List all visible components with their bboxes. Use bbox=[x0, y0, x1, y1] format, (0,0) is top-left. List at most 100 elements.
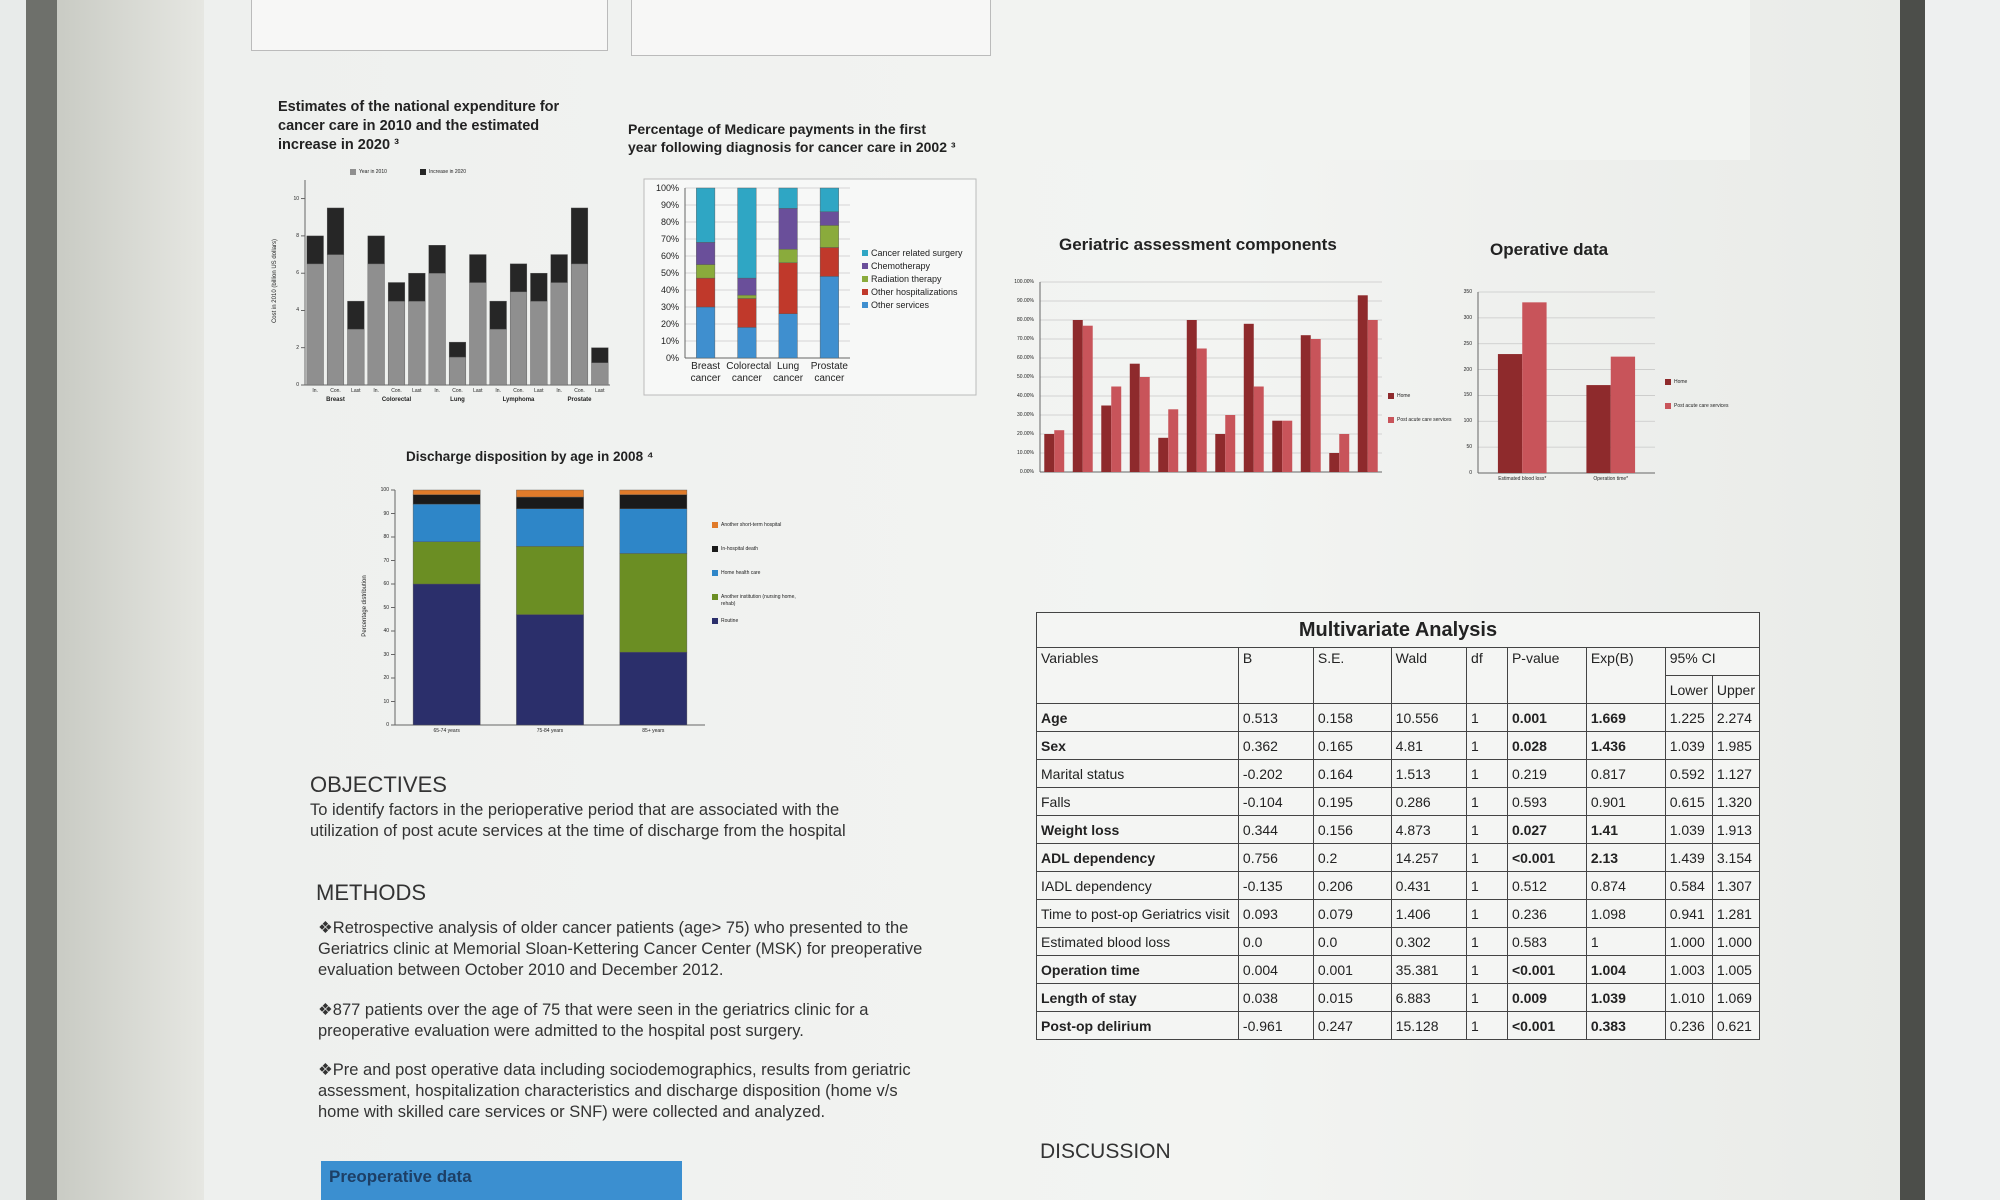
bar-segment bbox=[326, 207, 345, 255]
cropped-chart bbox=[631, 0, 991, 56]
bar bbox=[1243, 323, 1254, 472]
y-tick-label: 30% bbox=[660, 302, 679, 312]
bar-segment bbox=[619, 651, 688, 726]
y-tick-label: 10 bbox=[383, 698, 389, 705]
bar bbox=[1186, 320, 1197, 472]
x-tick-label: Last bbox=[412, 388, 422, 394]
y-axis-label: Cost in 2010 (billion US dollars) bbox=[272, 238, 278, 323]
table-cell: 1.003 bbox=[1664, 955, 1713, 984]
table-cell: 0.156 bbox=[1312, 815, 1392, 844]
group-label: Lung bbox=[450, 397, 465, 403]
chart-title: Discharge disposition by age in 2008 ⁴ bbox=[406, 449, 654, 464]
legend-swatch bbox=[1665, 403, 1671, 409]
x-tick-label: Con. bbox=[452, 388, 463, 394]
group-label: Prostate bbox=[567, 397, 592, 403]
table-cell: 1.307 bbox=[1711, 871, 1761, 900]
x-tick-label: Last bbox=[534, 388, 544, 394]
bar-segment bbox=[428, 245, 446, 274]
table-cell: 1.281 bbox=[1711, 899, 1761, 928]
table-cell: Multivariate Analysis bbox=[1036, 612, 1760, 648]
x-tick-label: Con. bbox=[391, 388, 402, 394]
table-cell: 1 bbox=[1466, 871, 1508, 900]
table: Multivariate Analysis Variables B S.E. Wald d… bbox=[1036, 612, 1761, 1040]
x-tick-label: 75-84 years bbox=[536, 728, 564, 734]
table-cell: 1 bbox=[1466, 927, 1508, 956]
bar bbox=[1215, 434, 1226, 472]
bar-segment bbox=[347, 328, 365, 386]
table-cell: 0.165 bbox=[1312, 731, 1392, 760]
bar bbox=[1497, 354, 1523, 473]
table-row: ADL dependency 0.756 0.2 14.257 1 <0.001 2.13 1… bbox=[1036, 843, 1761, 872]
table-cell: 1 bbox=[1466, 899, 1508, 928]
table-row: Variables B S.E. Wald df P-value Exp(B) 95% CI bbox=[1036, 647, 1761, 704]
cropped-chart bbox=[1030, 0, 1750, 160]
bar bbox=[1129, 363, 1140, 472]
table-cell: 0.236 bbox=[1664, 1011, 1713, 1040]
table-cell: 0.079 bbox=[1312, 899, 1392, 928]
y-tick-label: 350 bbox=[1463, 289, 1472, 295]
legend-label: Cancer related surgery bbox=[871, 247, 963, 258]
table-cell: 1.320 bbox=[1711, 787, 1761, 816]
bar-segment bbox=[619, 553, 688, 653]
bar-segment bbox=[387, 300, 406, 386]
y-tick-label: 20.00% bbox=[1017, 431, 1034, 437]
bar-segment bbox=[489, 328, 507, 386]
bar-segment bbox=[819, 211, 839, 226]
table-cell: 0.001 bbox=[1506, 703, 1587, 732]
legend-label: Increase in 2020 bbox=[429, 168, 466, 175]
table-cell: 10.556 bbox=[1390, 703, 1468, 732]
table-cell: 4.81 bbox=[1390, 731, 1468, 760]
bullet: ❖Retrospective analysis of older cancer … bbox=[318, 919, 923, 979]
table-cell: df bbox=[1466, 647, 1508, 704]
table-cell: 15.128 bbox=[1390, 1011, 1468, 1040]
table-cell: Time to post-op Geriatrics visit bbox=[1036, 899, 1239, 928]
neighbor-poster bbox=[0, 0, 26, 1200]
x-tick-label: Operation time* bbox=[1593, 476, 1629, 482]
chart-title: Estimates of the national expenditure fo… bbox=[278, 99, 560, 153]
table-cell: Post-op delirium bbox=[1036, 1011, 1239, 1040]
heading: METHODS bbox=[316, 880, 426, 905]
table-cell: 0.009 bbox=[1506, 983, 1587, 1012]
bar bbox=[1054, 430, 1065, 472]
bar-segment bbox=[516, 489, 584, 498]
legend-swatch bbox=[862, 250, 868, 256]
table-row: Time to post-op Geriatrics visit 0.093 0.0… bbox=[1036, 899, 1761, 928]
table-cell: 1.098 bbox=[1585, 899, 1666, 928]
table-cell: 1.669 bbox=[1585, 703, 1666, 732]
bar bbox=[1300, 335, 1311, 472]
y-tick-label: 30 bbox=[383, 651, 389, 658]
y-tick-label: 0 bbox=[386, 722, 389, 728]
bar-segment bbox=[469, 254, 487, 283]
table-cell: 1.513 bbox=[1390, 759, 1468, 788]
bar-segment bbox=[306, 235, 324, 265]
table-cell: Exp(B) bbox=[1585, 647, 1666, 704]
table-row: Falls -0.104 0.195 0.286 1 0.593 0.901 0.615 1.3… bbox=[1036, 787, 1761, 816]
table-cell: 1.000 bbox=[1664, 927, 1713, 956]
bar-segment bbox=[696, 264, 716, 279]
y-tick-label: 40 bbox=[383, 628, 389, 634]
legend-swatch bbox=[862, 276, 868, 282]
legend-label: Chemotherapy bbox=[871, 260, 931, 271]
bar bbox=[1196, 348, 1207, 472]
cropped-chart bbox=[251, 0, 608, 51]
table-row: Marital status -0.202 0.164 1.513 1 0.219 0.81… bbox=[1036, 759, 1761, 788]
bar-segment bbox=[737, 327, 757, 359]
legend-swatch bbox=[712, 546, 718, 552]
bar-segment bbox=[516, 496, 584, 509]
table-cell: Lower bbox=[1664, 675, 1713, 704]
y-tick-label: 2 bbox=[296, 344, 299, 351]
table-cell: 0.164 bbox=[1312, 759, 1392, 788]
bar-segment bbox=[489, 300, 507, 330]
bullet: ❖877 patients over the age of 75 that we… bbox=[318, 1001, 869, 1040]
bar-segment bbox=[469, 282, 487, 386]
table-cell: 1.000 bbox=[1711, 927, 1761, 956]
y-tick-label: 200 bbox=[1463, 366, 1472, 373]
x-tick-label: Colorectal cancer bbox=[726, 361, 772, 384]
chart-title: Operative data bbox=[1490, 240, 1609, 259]
bar-segment bbox=[408, 300, 426, 386]
y-tick-label: 100 bbox=[1463, 418, 1472, 425]
table-cell: Sex bbox=[1036, 731, 1239, 760]
y-tick-label: 100 bbox=[380, 487, 389, 493]
bar-segment bbox=[550, 254, 568, 283]
